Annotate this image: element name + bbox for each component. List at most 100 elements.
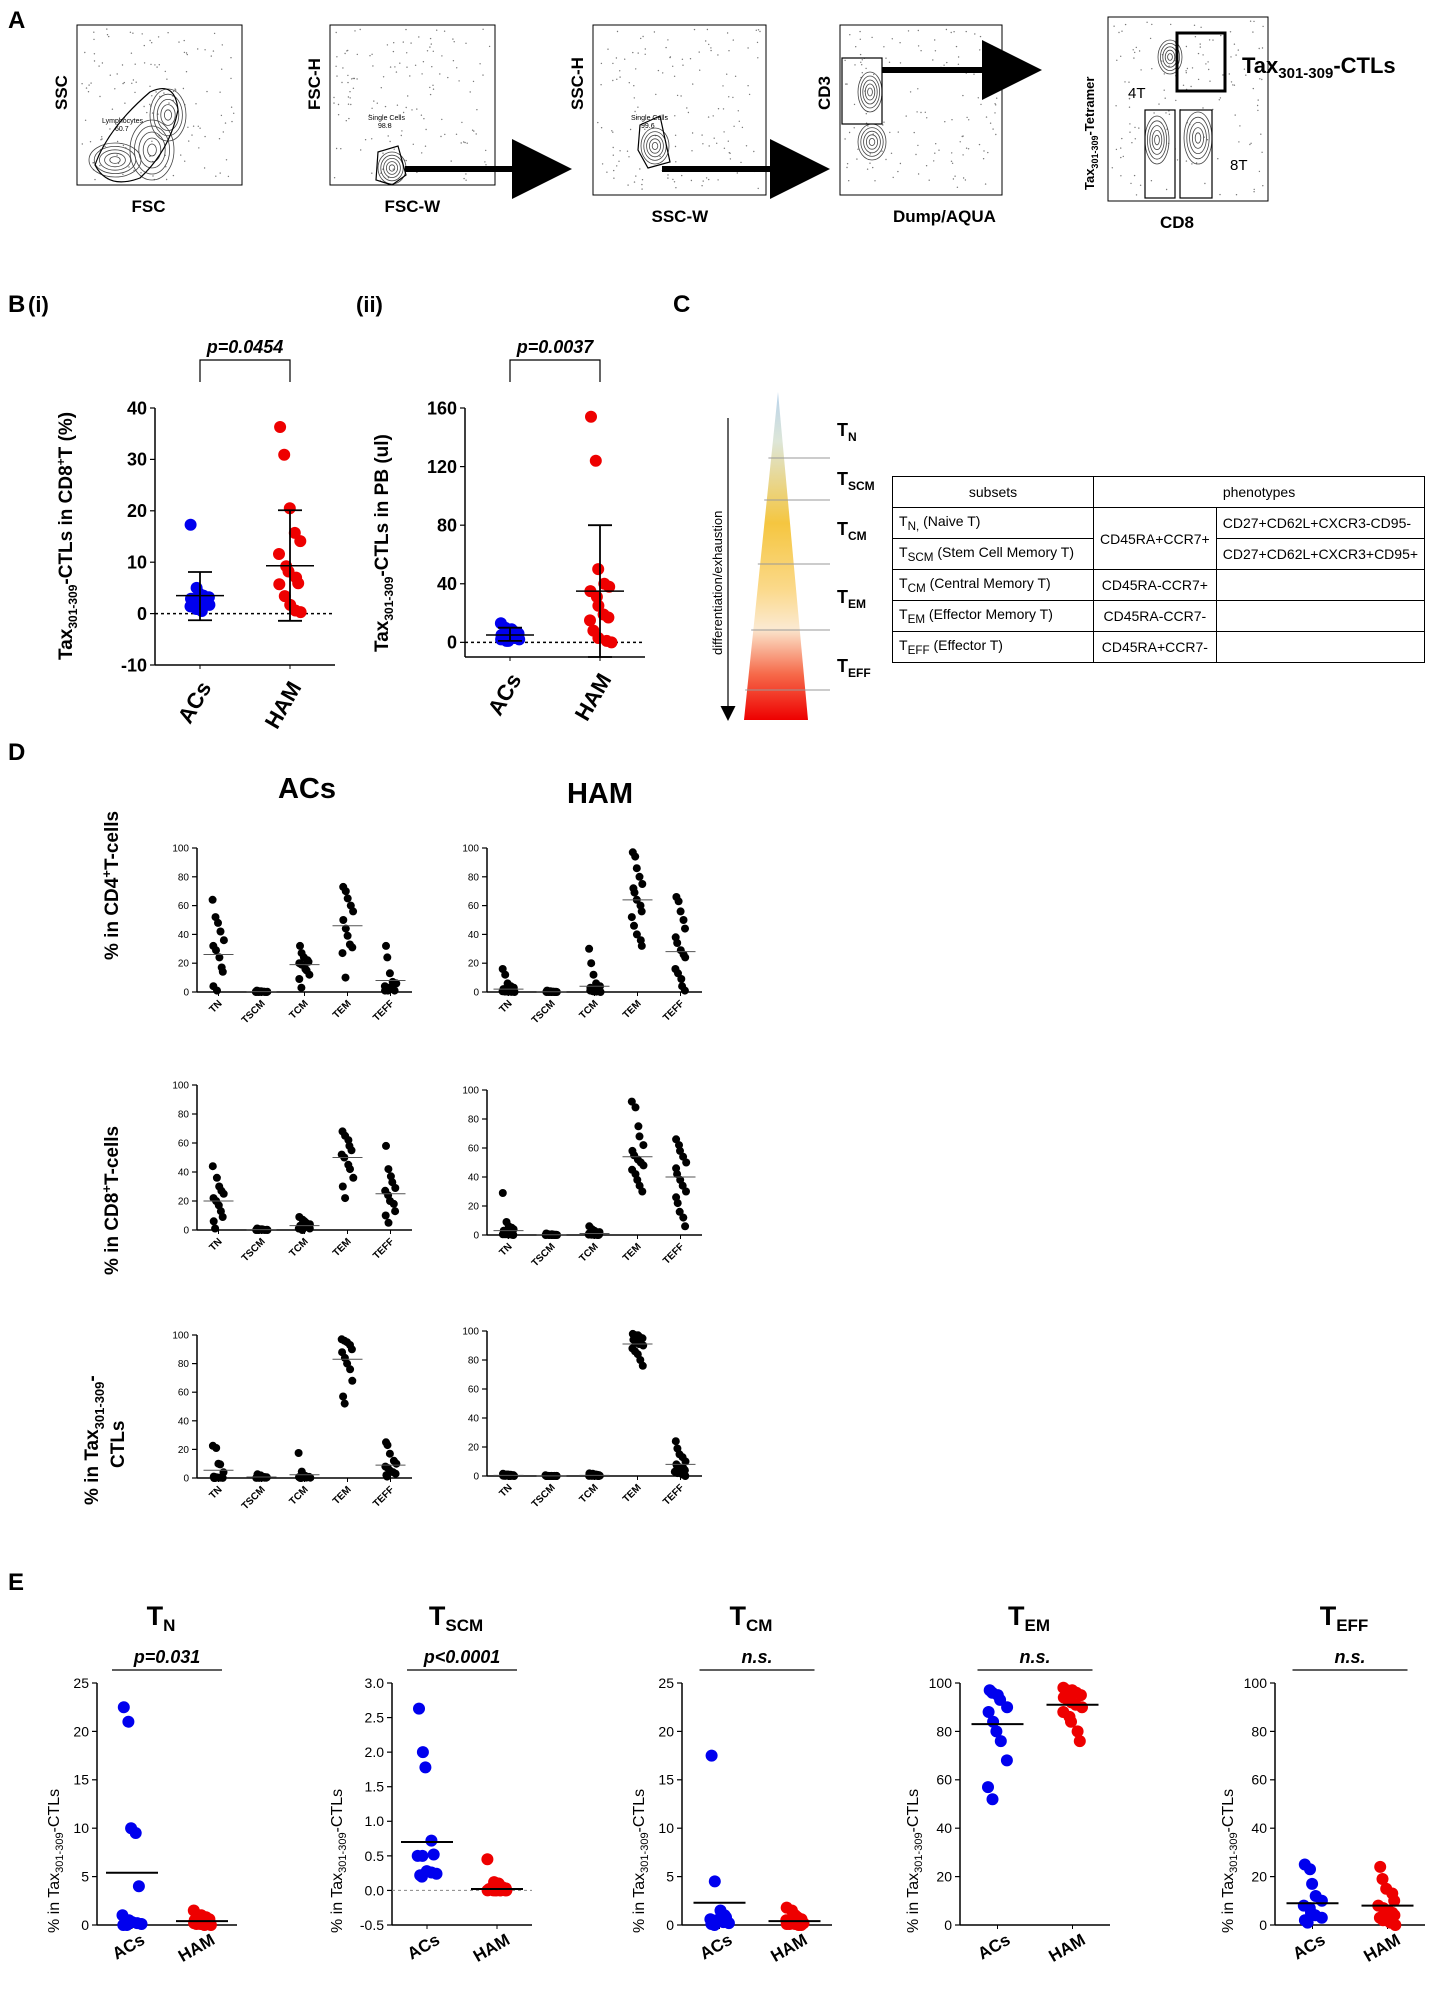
x-category-label: TEM — [621, 998, 644, 1021]
data-point — [632, 864, 641, 873]
gate-percent-label: 60.7 — [115, 126, 129, 133]
flow-event-dot — [1165, 112, 1167, 114]
flow-event-dot — [227, 175, 230, 178]
flow-event-dot — [473, 130, 475, 132]
data-point — [678, 1181, 687, 1190]
flow-event-dot — [1206, 139, 1209, 141]
flow-event-dot — [757, 187, 759, 190]
flow-event-dot — [1138, 50, 1141, 52]
ylabel-post: -CTLs — [905, 1789, 922, 1833]
flow-event-dot — [1233, 43, 1236, 45]
flow-event-dot — [1130, 182, 1132, 185]
flow-event-dot — [111, 108, 114, 110]
flow-event-dot — [1129, 94, 1131, 96]
y-axis-label: Tax301-309-CTLs in PB (ul) — [372, 434, 396, 652]
flow-event-dot — [402, 41, 404, 43]
p-value-label: p=0.031 — [133, 1647, 201, 1667]
flow-event-dot — [1209, 80, 1211, 82]
flow-event-dot — [861, 59, 863, 61]
data-point — [1376, 1873, 1389, 1885]
flow-event-dot — [644, 48, 646, 50]
flow-event-dot — [946, 61, 948, 64]
flow-event-dot — [336, 56, 338, 58]
data-point — [638, 1361, 647, 1370]
flow-event-dot — [674, 145, 677, 148]
data-point — [585, 944, 594, 953]
flow-event-dot — [99, 95, 101, 98]
ylabel-sub: 301-309 — [337, 1832, 349, 1872]
flow-event-dot — [883, 121, 885, 123]
flow-event-dot — [109, 74, 112, 76]
flow-event-dot — [146, 111, 148, 114]
data-point — [1073, 1735, 1086, 1748]
chart-title-sub: EM — [1025, 1616, 1051, 1635]
data-point — [592, 599, 605, 612]
flow-event-dot — [1131, 142, 1133, 144]
flow-event-dot — [165, 178, 168, 181]
flow-event-dot — [452, 38, 454, 40]
flow-event-dot — [705, 40, 707, 42]
flow-event-dot — [984, 183, 987, 185]
flow-event-dot — [732, 96, 734, 99]
y-tick-label: 0 — [81, 1917, 89, 1933]
flow-event-dot — [218, 138, 221, 140]
flow-event-dot — [987, 151, 989, 154]
flow-density-contour — [1144, 115, 1170, 165]
flow-event-dot — [143, 44, 145, 47]
flow-event-dot — [101, 136, 103, 138]
flow-event-dot — [382, 76, 385, 78]
data-point — [390, 986, 399, 995]
flow-event-dot — [122, 173, 124, 176]
x-category-label: TEM — [331, 1236, 354, 1259]
flow-event-dot — [727, 140, 729, 142]
y-tick-label: 0 — [944, 1917, 952, 1933]
flow-event-dot — [612, 154, 614, 156]
flow-event-dot — [701, 134, 703, 136]
flow-event-dot — [1140, 69, 1142, 71]
y-tick-label: 40 — [468, 1414, 480, 1425]
ylabel-post: -CTLs — [329, 1789, 346, 1833]
flow-density-contour — [1151, 129, 1163, 150]
flow-event-dot — [344, 52, 346, 55]
flow-event-dot — [219, 172, 221, 174]
flow-event-dot — [1163, 89, 1165, 91]
flow-event-dot — [641, 183, 643, 186]
flow-event-dot — [198, 147, 200, 149]
flow-event-dot — [954, 175, 956, 177]
flow-event-dot — [156, 66, 158, 68]
flow-event-dot — [916, 111, 918, 113]
subset-label-main: T — [837, 587, 848, 607]
flow-density-contour — [1149, 125, 1165, 155]
flow-event-dot — [953, 31, 955, 33]
data-point — [283, 502, 296, 515]
flow-event-dot — [706, 28, 709, 31]
flow-event-dot — [453, 41, 455, 43]
table-cell-phenotype-1: CD45RA-CCR7- — [1093, 600, 1217, 632]
data-point — [1304, 1863, 1316, 1876]
flow-event-dot — [1194, 36, 1197, 38]
flow-event-dot — [347, 96, 350, 98]
flow-event-dot — [1218, 99, 1221, 101]
flow-event-dot — [1261, 78, 1263, 81]
y-tick-label: 100 — [1244, 1675, 1268, 1691]
flow-event-dot — [195, 103, 197, 105]
flow-density-contour — [1164, 49, 1176, 65]
y-tick-label: 40 — [468, 930, 480, 941]
flow-event-dot — [965, 147, 968, 149]
flow-event-dot — [364, 139, 367, 141]
flow-event-dot — [732, 39, 734, 41]
ylabel-main: Tax — [56, 628, 77, 660]
flow-event-dot — [932, 59, 934, 61]
data-point — [212, 1173, 221, 1182]
flow-event-dot — [915, 153, 917, 156]
flow-density-contour — [129, 119, 175, 181]
flow-event-dot — [149, 39, 151, 42]
flow-density-contour — [163, 109, 172, 121]
flow-event-dot — [962, 154, 964, 156]
flow-event-dot — [456, 67, 458, 69]
flow-density-contour — [104, 152, 126, 168]
y-tick-label: 40 — [127, 398, 147, 418]
flow-event-dot — [973, 73, 975, 75]
flow-event-dot — [633, 97, 635, 99]
